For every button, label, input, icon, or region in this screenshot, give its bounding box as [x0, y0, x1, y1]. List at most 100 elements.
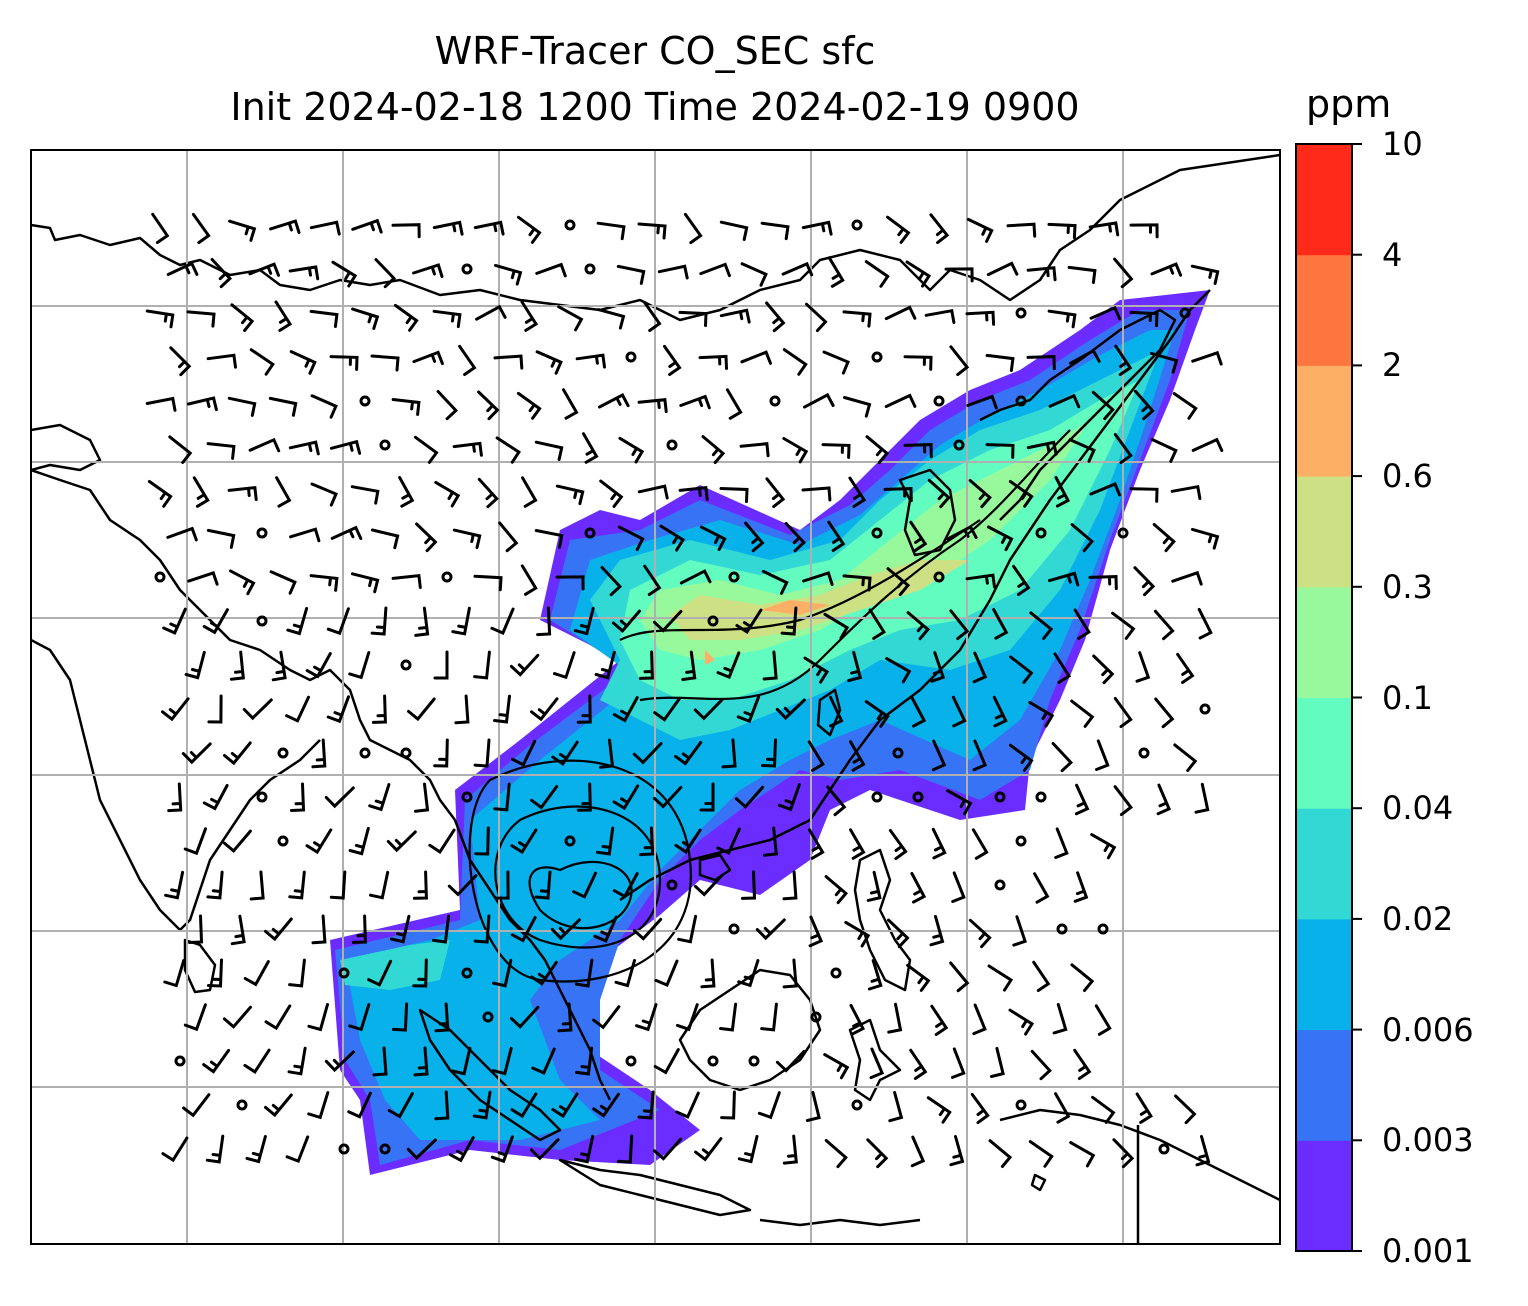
- wind-barb: [415, 522, 438, 553]
- wind-barb: [288, 265, 320, 281]
- wind-barb-calm: [1056, 923, 1068, 935]
- wind-barb: [599, 738, 615, 769]
- contour-line: [494, 805, 662, 949]
- wind-barb: [168, 435, 193, 464]
- wind-barb: [191, 212, 211, 245]
- wind-barb-calm: [728, 923, 740, 935]
- wind-barb: [183, 1003, 207, 1032]
- wind-barb: [906, 963, 931, 992]
- wind-barb: [1150, 262, 1183, 277]
- wind-barb: [1092, 654, 1115, 685]
- wind-barb: [432, 220, 464, 236]
- wind-barb: [451, 606, 471, 636]
- wind-barb: [1170, 484, 1202, 500]
- wind-barb: [807, 740, 825, 772]
- wind-barb: [206, 870, 224, 900]
- wind-barb: [289, 527, 321, 543]
- wind-barb: [600, 566, 623, 597]
- wind-barb: [531, 1047, 556, 1075]
- coastline-new-guinea: [999, 1108, 1280, 1202]
- wind-barb-calm: [359, 747, 371, 759]
- map-title-line1: WRF-Tracer CO_SEC sfc: [434, 29, 876, 73]
- map-title-line2: Init 2024-02-18 1200 Time 2024-02-19 090…: [230, 85, 1080, 129]
- wind-barb: [639, 826, 655, 857]
- wind-barb-calm: [1035, 527, 1047, 539]
- wind-barb: [228, 219, 257, 242]
- wind-barb: [509, 653, 540, 677]
- wind-barb: [909, 520, 928, 552]
- wind-barb: [966, 217, 994, 243]
- wind-barb: [1114, 344, 1133, 376]
- wind-barb: [575, 353, 606, 369]
- colorbar-swatch: [1296, 697, 1352, 809]
- wind-barb: [888, 1091, 904, 1123]
- wind-barb: [227, 396, 257, 417]
- wind-barb: [307, 1003, 329, 1032]
- wind-barb-calm: [256, 527, 268, 539]
- wind-barb-calm: [851, 1099, 863, 1111]
- wind-barb: [782, 958, 798, 989]
- wind-barb-calm: [1199, 703, 1211, 715]
- wind-barb: [986, 261, 1019, 277]
- wind-barb: [473, 738, 491, 768]
- wind-barb: [992, 695, 1008, 728]
- wind-barb: [474, 826, 490, 856]
- wind-barb: [679, 569, 712, 585]
- wind-barb: [1152, 523, 1176, 553]
- wind-barb: [412, 870, 428, 900]
- wind-barb: [243, 960, 270, 987]
- wind-barb: [183, 827, 207, 856]
- wind-barb: [678, 485, 709, 501]
- wind-barb: [151, 212, 170, 244]
- wind-barb: [274, 300, 293, 332]
- wind-barb: [698, 354, 728, 370]
- wind-barb: [370, 606, 388, 636]
- wind-barb: [264, 1093, 293, 1118]
- wind-barb: [1006, 222, 1037, 238]
- wind-barb: [927, 478, 951, 509]
- wind-barb: [369, 870, 390, 900]
- wind-barb: [492, 958, 513, 988]
- wind-barb: [493, 354, 524, 370]
- wind-barb: [946, 789, 973, 816]
- wind-barb: [1195, 1135, 1211, 1167]
- wind-barb: [473, 220, 505, 236]
- wind-barb: [348, 1003, 371, 1032]
- wind-barb: [287, 1046, 307, 1076]
- wind-barb-calm: [564, 835, 576, 847]
- wind-barb: [412, 958, 428, 988]
- wind-barb: [618, 436, 645, 464]
- wind-barb: [557, 1002, 573, 1033]
- wind-barb: [1030, 1049, 1052, 1081]
- wind-barb: [477, 390, 500, 421]
- wind-barb-calm: [236, 1099, 248, 1111]
- wind-barb: [674, 828, 702, 854]
- wind-barb: [248, 437, 281, 453]
- wind-barb: [784, 522, 807, 553]
- wind-barb: [1009, 743, 1034, 772]
- wind-barb: [206, 353, 237, 369]
- wind-barb: [699, 782, 715, 812]
- wind-barb: [765, 301, 786, 333]
- wind-barb: [1070, 523, 1095, 553]
- wind-barb: [931, 739, 947, 772]
- wind-barb-calm: [625, 1055, 637, 1067]
- wind-barb: [510, 828, 538, 855]
- wind-barb: [1091, 1095, 1116, 1124]
- wind-barb: [823, 612, 850, 640]
- wind-barb: [1029, 611, 1054, 640]
- wind-barb: [652, 786, 683, 809]
- wind-barb: [452, 441, 483, 457]
- wind-barb: [987, 525, 1014, 552]
- wind-barb: [243, 1048, 271, 1074]
- wind-barb: [926, 1096, 952, 1124]
- wind-barb: [1088, 575, 1118, 591]
- wind-barb: [807, 828, 825, 860]
- wind-barb: [1095, 739, 1110, 771]
- wind-barb: [162, 607, 187, 635]
- wind-barb: [1073, 1048, 1092, 1080]
- wind-barb: [1156, 783, 1172, 816]
- wind-barb: [407, 697, 436, 722]
- wind-barb: [1113, 257, 1134, 289]
- wind-barb-calm: [871, 351, 883, 363]
